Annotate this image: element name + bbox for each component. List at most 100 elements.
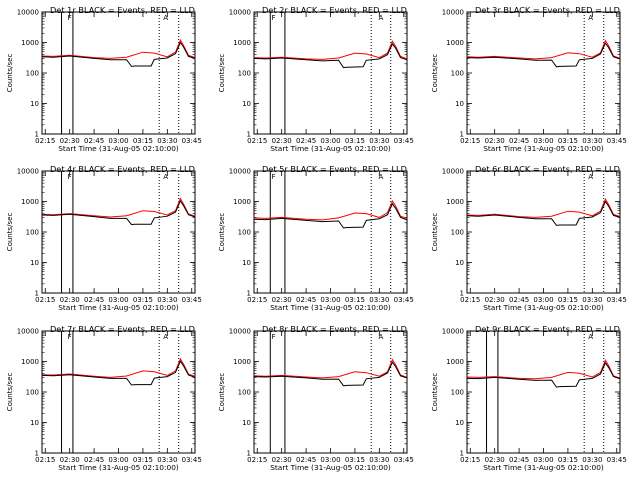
x-tick-label: 02:15 (35, 296, 55, 304)
x-tick-label: 03:15 (345, 456, 365, 464)
events-series-line (466, 361, 621, 388)
y-tick-label: 10 (30, 100, 39, 108)
x-axis-label: Start Time (31-Aug-05 02:10:00) (483, 463, 604, 472)
y-axis-label: Counts/sec (431, 54, 439, 93)
x-tick-label: 02:30 (485, 456, 505, 464)
y-tick-label: 10000 (17, 328, 39, 336)
x-axis-label: Start Time (31-Aug-05 02:10:00) (270, 144, 391, 153)
y-tick-label: 1 (247, 450, 251, 458)
lld-series-line (253, 40, 408, 60)
chart-title: Det 5r BLACK = Events, RED = LLD (262, 164, 407, 174)
x-tick-label: 03:30 (369, 456, 389, 464)
y-tick-label: 10 (242, 419, 251, 427)
x-tick-label: 02:30 (485, 137, 505, 145)
events-series-line (253, 202, 408, 229)
lld-series-line (253, 358, 408, 379)
plot-frame (41, 330, 196, 454)
y-tick-label: 100 (26, 389, 39, 397)
y-tick-label: 1 (247, 131, 251, 139)
plot-frame (466, 11, 621, 135)
y-tick-label: 100 (26, 70, 39, 78)
flag-marker: F (272, 333, 276, 341)
x-tick-label: 03:45 (394, 137, 414, 145)
chart-panel: Det 7r BLACK = Events, RED = LLD 1 10 100 10… (6, 324, 202, 472)
x-tick-label: 03:45 (182, 137, 202, 145)
x-tick-label: 03:45 (394, 296, 414, 304)
y-axis-label: Counts/sec (6, 213, 14, 252)
chart-panel: Det 3r BLACK = Events, RED = LLD 1 10 100 10… (431, 5, 627, 153)
attenuator-marker: A (588, 14, 593, 22)
events-series-line (253, 361, 408, 387)
x-tick-label: 02:15 (460, 296, 480, 304)
chart-title: Det 7r BLACK = Events, RED = LLD (50, 324, 195, 334)
y-tick-label: 1000 (446, 39, 464, 47)
y-tick-label: 1 (460, 131, 464, 139)
y-axis-label: Counts/sec (218, 54, 226, 93)
y-tick-label: 100 (238, 229, 251, 237)
x-tick-label: 02:45 (509, 456, 529, 464)
y-tick-label: 10000 (442, 9, 464, 17)
flag-marker: F (272, 173, 276, 181)
x-tick-label: 03:30 (369, 296, 389, 304)
x-tick-label: 03:15 (558, 296, 578, 304)
chart-panel: Det 5r BLACK = Events, RED = LLD 1 10 100 10… (218, 164, 414, 312)
x-tick-label: 03:00 (320, 137, 340, 145)
plot-frame (253, 11, 408, 135)
y-axis-label: Counts/sec (218, 373, 226, 412)
y-tick-label: 10000 (17, 168, 39, 176)
y-axis-label: Counts/sec (431, 373, 439, 412)
y-tick-label: 100 (238, 70, 251, 78)
x-tick-label: 02:45 (84, 296, 104, 304)
y-tick-label: 10000 (229, 168, 251, 176)
x-axis-label: Start Time (31-Aug-05 02:10:00) (483, 144, 604, 153)
events-series-line (41, 199, 196, 226)
y-tick-label: 1000 (21, 39, 39, 47)
events-series-line (466, 200, 621, 226)
x-tick-label: 03:45 (607, 296, 627, 304)
x-tick-label: 02:15 (460, 137, 480, 145)
x-tick-label: 02:15 (247, 137, 267, 145)
y-tick-label: 10000 (442, 328, 464, 336)
y-axis-label: Counts/sec (218, 213, 226, 252)
x-tick-label: 02:15 (460, 456, 480, 464)
lld-series-line (466, 39, 621, 60)
lld-series-line (253, 199, 408, 221)
x-axis-label: Start Time (31-Aug-05 02:10:00) (483, 303, 604, 312)
x-tick-label: 03:00 (533, 296, 553, 304)
y-tick-label: 100 (26, 229, 39, 237)
x-tick-label: 03:30 (157, 296, 177, 304)
lld-series-line (466, 197, 621, 218)
x-tick-label: 03:15 (133, 456, 153, 464)
x-tick-label: 03:45 (182, 296, 202, 304)
y-tick-label: 10000 (229, 9, 251, 17)
chart-title: Det 2r BLACK = Events, RED = LLD (262, 5, 407, 15)
x-tick-label: 02:30 (272, 137, 292, 145)
chart-panel: Det 1r BLACK = Events, RED = LLD 1 10 100 10… (6, 5, 202, 153)
attenuator-marker: A (588, 173, 593, 181)
x-tick-label: 02:15 (247, 296, 267, 304)
x-tick-label: 02:30 (60, 137, 80, 145)
y-tick-label: 10 (455, 419, 464, 427)
attenuator-marker: A (379, 333, 384, 341)
attenuator-marker: A (163, 333, 168, 341)
lld-series-line (41, 38, 196, 59)
y-tick-label: 10 (242, 259, 251, 267)
x-tick-label: 03:30 (582, 456, 602, 464)
events-series-line (466, 42, 621, 68)
plot-frame (253, 170, 408, 294)
x-tick-label: 03:45 (182, 456, 202, 464)
x-tick-label: 03:00 (108, 137, 128, 145)
x-tick-label: 03:45 (607, 137, 627, 145)
y-tick-label: 10000 (17, 9, 39, 17)
x-axis-label: Start Time (31-Aug-05 02:10:00) (58, 303, 179, 312)
plot-frame (41, 170, 196, 294)
y-tick-label: 100 (451, 229, 464, 237)
x-tick-label: 02:45 (296, 296, 316, 304)
x-tick-label: 03:00 (108, 296, 128, 304)
y-tick-label: 1 (460, 290, 464, 298)
x-tick-label: 02:45 (296, 137, 316, 145)
y-tick-label: 10 (242, 100, 251, 108)
x-tick-label: 02:30 (60, 296, 80, 304)
chart-title: Det 8r BLACK = Events, RED = LLD (262, 324, 407, 334)
chart-title: Det 4r BLACK = Events, RED = LLD (50, 164, 195, 174)
